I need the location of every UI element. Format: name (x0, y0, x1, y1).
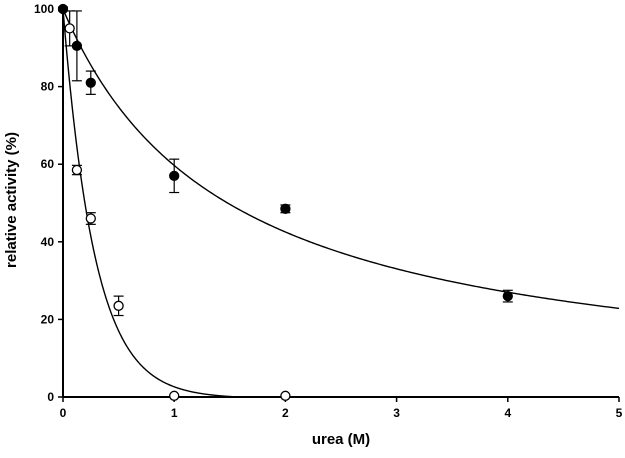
data-point-filled (280, 203, 291, 214)
data-point-open (280, 390, 291, 401)
x-axis-title: urea (M) (312, 431, 370, 448)
x-tick-label: 1 (171, 406, 178, 420)
data-point-open (85, 213, 96, 224)
fit-curve-series-2 (62, 8, 239, 398)
data-point-filled (85, 77, 96, 88)
y-axis-title: relative activity (%) (3, 132, 20, 268)
data-point-filled (169, 170, 180, 181)
tick-marks (58, 8, 620, 402)
y-tick-label: 20 (41, 312, 55, 326)
data-point-filled (71, 40, 83, 52)
data-point-open (71, 164, 83, 176)
axes (62, 7, 619, 398)
error-bars (58, 6, 513, 317)
x-tick-label: 5 (616, 406, 623, 420)
y-tick-label: 0 (47, 390, 54, 404)
x-tick-label: 0 (60, 406, 67, 420)
data-point-open (64, 23, 75, 34)
y-tick-label: 80 (41, 80, 55, 94)
data-points (57, 3, 513, 401)
tick-labels: 0 1 2 3 4 5 0 20 40 60 80 100 (34, 2, 623, 420)
y-tick-label: 40 (41, 235, 55, 249)
data-point-open (113, 300, 124, 311)
data-point-filled (502, 290, 513, 302)
data-point-filled (57, 3, 69, 15)
y-tick-label: 60 (41, 157, 55, 171)
x-tick-label: 2 (282, 406, 289, 420)
data-point-open (169, 390, 180, 401)
x-tick-label: 3 (393, 406, 400, 420)
x-tick-label: 4 (504, 406, 511, 420)
fit-curve-series-1 (62, 8, 620, 310)
fit-curves (62, 8, 620, 398)
y-tick-label: 100 (34, 2, 54, 16)
